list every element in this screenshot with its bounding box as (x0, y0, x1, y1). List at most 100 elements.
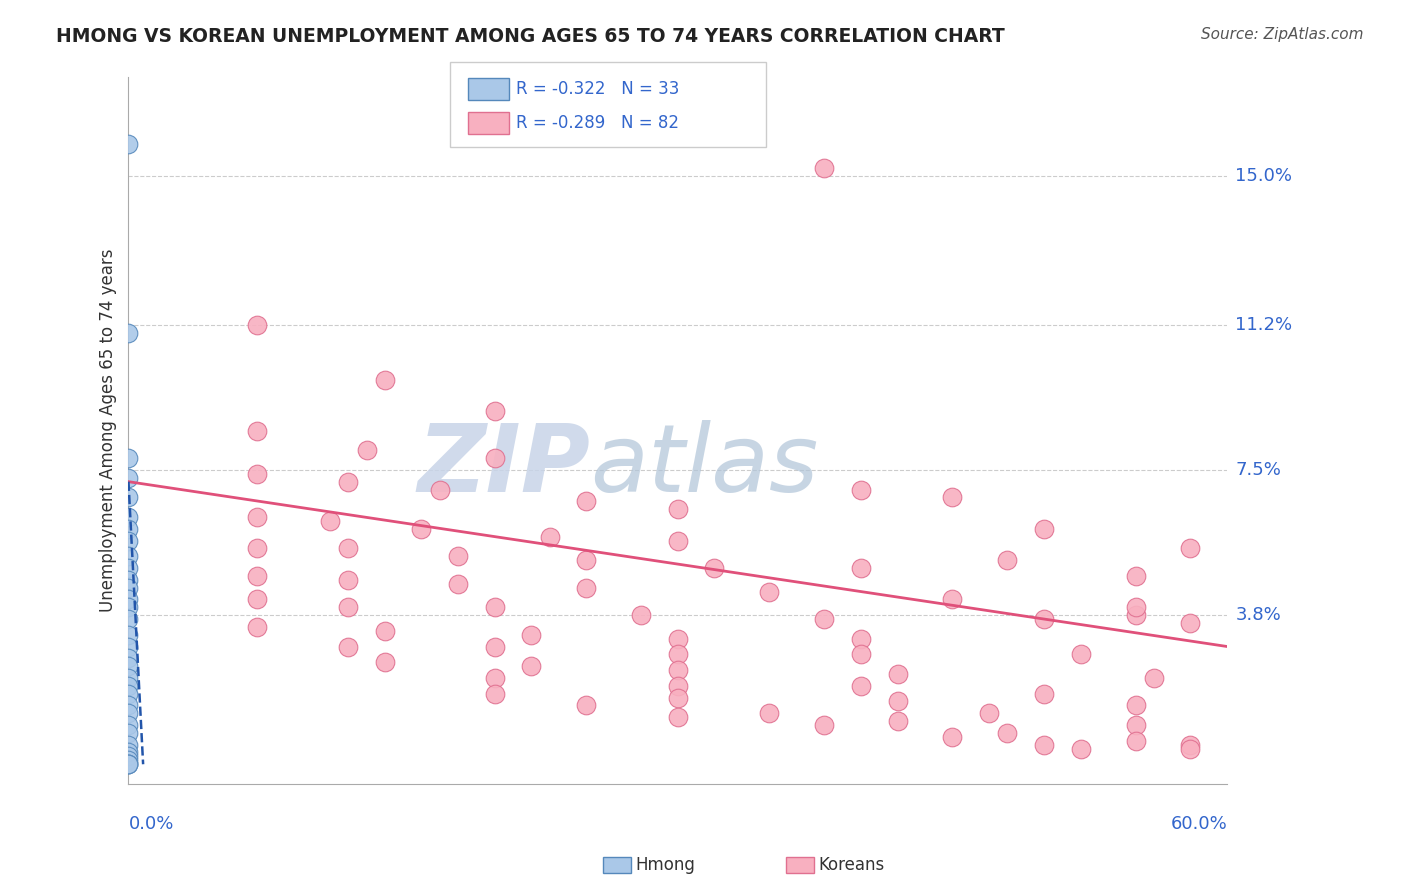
Point (117, 581, 139, 595)
Point (1033, 522, 1056, 536)
Point (1180, 738, 1202, 752)
Point (374, 373, 396, 387)
Point (758, 706, 780, 721)
Text: R = -0.322   N = 33: R = -0.322 N = 33 (516, 80, 679, 98)
Point (575, 698, 598, 713)
Point (117, 491, 139, 505)
Point (246, 620, 269, 634)
Point (1125, 718, 1147, 732)
Point (886, 714, 908, 728)
Point (117, 659, 139, 673)
Point (117, 679, 139, 693)
Point (429, 483, 451, 497)
Text: HMONG VS KOREAN UNEMPLOYMENT AMONG AGES 65 TO 74 YEARS CORRELATION CHART: HMONG VS KOREAN UNEMPLOYMENT AMONG AGES … (56, 27, 1005, 45)
Point (117, 718, 139, 732)
Point (117, 757, 139, 772)
Point (117, 757, 139, 772)
Point (246, 592, 269, 607)
Point (813, 612, 835, 626)
Text: 60.0%: 60.0% (1170, 815, 1227, 833)
Point (484, 404, 506, 418)
Point (813, 718, 835, 732)
Point (520, 659, 543, 673)
Point (758, 584, 780, 599)
Text: 3.8%: 3.8% (1236, 607, 1281, 624)
Point (849, 679, 872, 693)
Point (447, 576, 470, 591)
Point (117, 628, 139, 642)
Point (1070, 648, 1092, 662)
Point (1125, 569, 1147, 583)
Point (117, 749, 139, 764)
Point (666, 710, 689, 724)
Point (117, 706, 139, 721)
Text: 0.0%: 0.0% (128, 815, 174, 833)
Point (666, 533, 689, 548)
Point (411, 522, 433, 536)
Point (117, 533, 139, 548)
Point (941, 730, 963, 744)
Point (117, 522, 139, 536)
Point (117, 510, 139, 524)
Point (117, 471, 139, 485)
Point (246, 569, 269, 583)
Point (666, 679, 689, 693)
Text: R = -0.289   N = 82: R = -0.289 N = 82 (516, 114, 679, 132)
Point (538, 530, 561, 544)
Point (117, 726, 139, 740)
Point (484, 687, 506, 701)
Point (995, 553, 1018, 567)
Point (1143, 671, 1166, 685)
Point (374, 624, 396, 638)
Point (1125, 608, 1147, 623)
Point (117, 640, 139, 654)
Point (995, 726, 1018, 740)
Point (246, 318, 269, 332)
Text: 7.5%: 7.5% (1236, 461, 1281, 479)
Point (246, 424, 269, 438)
Point (666, 502, 689, 516)
Point (337, 600, 360, 615)
Point (117, 753, 139, 767)
Point (117, 561, 139, 575)
Point (941, 491, 963, 505)
Point (1180, 741, 1202, 756)
Point (484, 451, 506, 466)
Point (1033, 687, 1056, 701)
Point (1125, 698, 1147, 713)
Point (886, 694, 908, 708)
Point (337, 573, 360, 587)
Point (849, 632, 872, 646)
Point (1125, 600, 1147, 615)
Point (666, 690, 689, 705)
Point (1033, 612, 1056, 626)
Text: Hmong: Hmong (636, 856, 696, 874)
Text: Koreans: Koreans (818, 856, 884, 874)
Point (374, 655, 396, 669)
Text: atlas: atlas (591, 420, 818, 511)
Point (630, 608, 652, 623)
Point (117, 451, 139, 466)
Point (117, 738, 139, 752)
Point (319, 514, 342, 528)
Point (447, 549, 470, 564)
Text: ZIP: ZIP (418, 420, 591, 512)
Text: 11.2%: 11.2% (1236, 316, 1292, 334)
Text: Source: ZipAtlas.com: Source: ZipAtlas.com (1201, 27, 1364, 42)
Point (1033, 738, 1056, 752)
Point (849, 561, 872, 575)
Point (246, 541, 269, 556)
Point (1070, 741, 1092, 756)
Point (575, 494, 598, 508)
Point (575, 553, 598, 567)
Point (666, 663, 689, 677)
Point (117, 612, 139, 626)
Point (575, 581, 598, 595)
Point (886, 667, 908, 681)
Point (117, 746, 139, 760)
Y-axis label: Unemployment Among Ages 65 to 74 years: Unemployment Among Ages 65 to 74 years (100, 249, 117, 613)
Point (117, 698, 139, 713)
Point (246, 467, 269, 481)
Point (337, 541, 360, 556)
Point (520, 628, 543, 642)
